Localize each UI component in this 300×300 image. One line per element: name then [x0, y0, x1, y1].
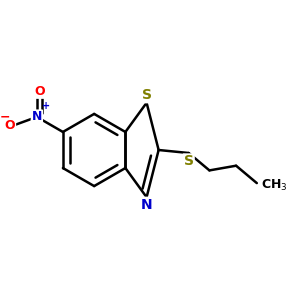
Text: +: + — [42, 101, 50, 111]
Text: S: S — [184, 154, 194, 168]
Text: CH$_3$: CH$_3$ — [261, 178, 288, 193]
Text: N: N — [32, 110, 42, 123]
Text: N: N — [141, 198, 152, 212]
Text: O: O — [34, 85, 45, 98]
Text: S: S — [142, 88, 152, 102]
Text: O: O — [4, 119, 15, 132]
Text: −: − — [0, 110, 10, 123]
